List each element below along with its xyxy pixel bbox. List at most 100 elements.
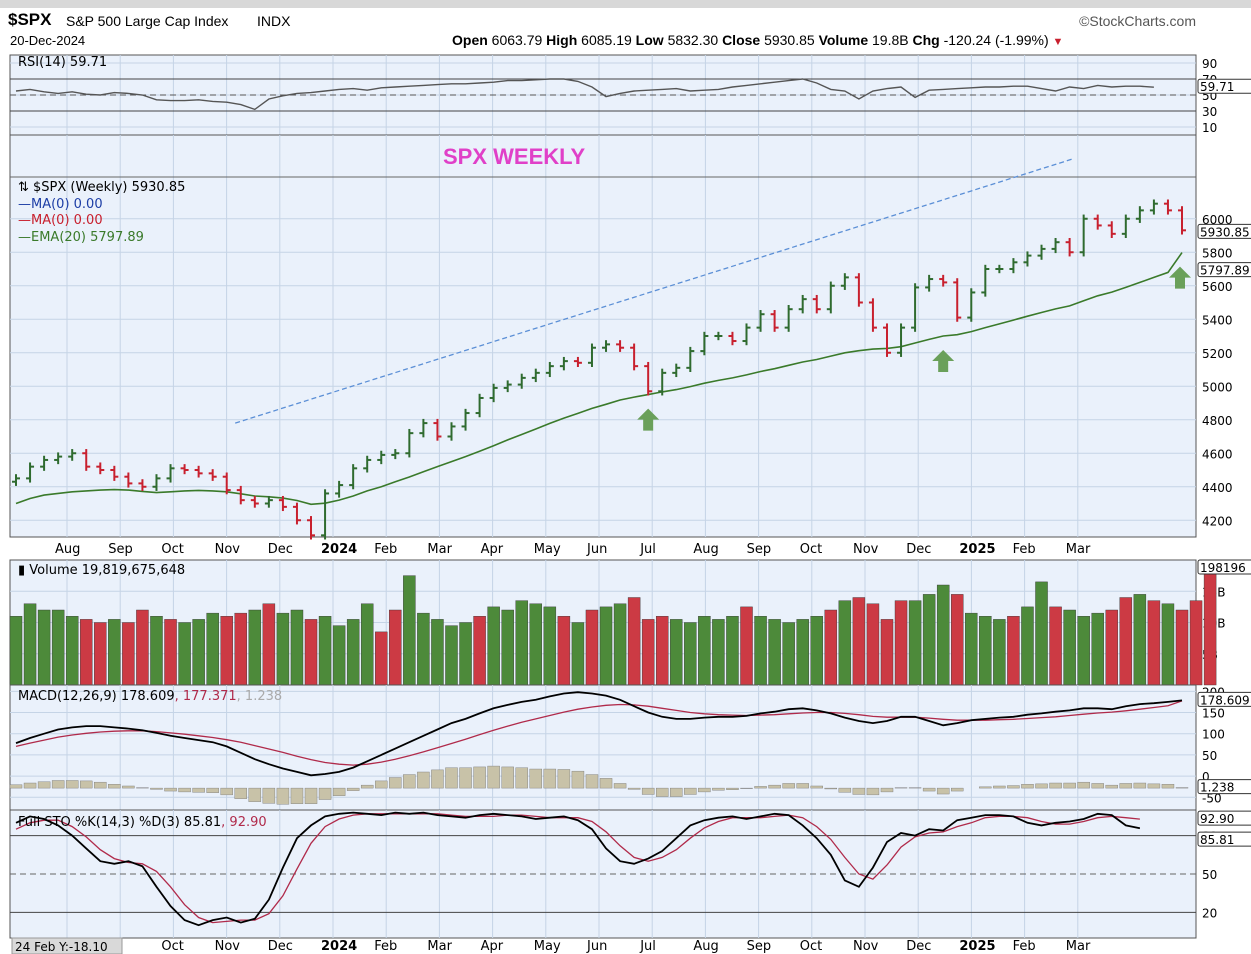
support-arrow-apr-icon bbox=[637, 408, 660, 431]
macd-histogram-bar bbox=[459, 767, 472, 789]
high-value: 6085.19 bbox=[581, 32, 632, 48]
macd-histogram-bar bbox=[571, 770, 585, 789]
volume-bar bbox=[389, 609, 402, 686]
rsi-last-value: 59.71 bbox=[1200, 80, 1234, 94]
price-x-tick-label: Feb bbox=[1013, 542, 1036, 557]
price-x-tick-label: Aug bbox=[693, 542, 718, 557]
macd-histogram-bar bbox=[206, 787, 219, 793]
footer-x-tick-label: Feb bbox=[1013, 939, 1036, 954]
macd-hist-last-value: 1.238 bbox=[1200, 781, 1234, 795]
stochastic-d-last-value: 92.90 bbox=[1200, 812, 1234, 826]
price-x-tick-label: May bbox=[534, 542, 561, 557]
volume-bar bbox=[65, 616, 79, 686]
down-triangle-icon: ▼ bbox=[1052, 36, 1064, 48]
volume-bar bbox=[375, 631, 388, 686]
support-arrow-dec-icon bbox=[1169, 266, 1191, 289]
macd-histogram-bar bbox=[838, 787, 852, 793]
footer-x-tick-label: Mar bbox=[427, 939, 452, 954]
volume-bar bbox=[951, 594, 964, 686]
volume-bar bbox=[431, 619, 444, 686]
macd-histogram-bar bbox=[979, 786, 992, 789]
volume-bar bbox=[1105, 609, 1118, 686]
macd-histogram-bar bbox=[473, 766, 486, 789]
macd-histogram-bar bbox=[599, 778, 613, 789]
macd-histogram-bar bbox=[627, 787, 641, 790]
price-x-tick-label: Nov bbox=[853, 542, 879, 557]
macd-histogram-bar bbox=[515, 767, 528, 789]
footer-x-tick-label: 2025 bbox=[959, 939, 995, 954]
footer-x-tick-label: Dec bbox=[906, 939, 931, 954]
volume-bar bbox=[979, 616, 992, 686]
stochastic-k-last-value-box bbox=[1197, 831, 1251, 847]
price-tick-label: 4800 bbox=[1202, 414, 1233, 428]
volume-bar bbox=[487, 606, 500, 686]
volume-last-value-box bbox=[1197, 559, 1251, 575]
macd-histogram-bar bbox=[37, 781, 51, 789]
volume-bar bbox=[599, 606, 613, 686]
volume-bar bbox=[641, 619, 655, 686]
price-x-tick-label: Feb bbox=[374, 542, 397, 557]
volume-bar bbox=[1091, 612, 1104, 686]
macd-histogram-bar bbox=[1077, 781, 1090, 789]
macd-histogram-bar bbox=[108, 784, 121, 789]
volume-bar bbox=[1203, 561, 1217, 686]
volume-bar bbox=[852, 597, 866, 686]
volume-bar bbox=[1049, 606, 1062, 686]
volume-bars bbox=[9, 561, 1217, 686]
volume-bar bbox=[613, 603, 627, 686]
price-x-tick-label: Oct bbox=[161, 542, 183, 557]
macd-histogram bbox=[9, 765, 1189, 805]
price-panel-frame bbox=[9, 134, 1197, 538]
stochastic-legend: Full STO %K(14,3) %D(3) 85.81, 92.90 bbox=[18, 815, 267, 830]
price-tick-label: 4200 bbox=[1202, 514, 1233, 528]
volume-bar bbox=[290, 609, 304, 686]
volume-bar bbox=[1021, 606, 1034, 686]
macd-histogram-bar bbox=[951, 787, 964, 792]
macd-histogram-bar bbox=[1007, 785, 1020, 789]
volume-bar bbox=[1161, 603, 1175, 686]
macd-histogram-bar bbox=[389, 777, 402, 789]
stochastic-tick-label: 20 bbox=[1202, 906, 1217, 920]
footer-x-tick-label: Dec bbox=[268, 939, 293, 954]
volume-bar bbox=[459, 622, 472, 686]
volume-bar bbox=[585, 609, 599, 686]
volume-bar bbox=[9, 616, 23, 686]
macd-histogram-bar bbox=[375, 780, 388, 789]
volume-bar bbox=[740, 606, 753, 686]
macd-histogram-bar bbox=[922, 787, 936, 792]
open-label: Open bbox=[452, 32, 488, 48]
price-legend-ma1: —MA(0) 0.00 bbox=[18, 197, 103, 212]
macd-histogram-bar bbox=[698, 787, 711, 793]
volume-bar bbox=[1063, 609, 1076, 686]
volume-bar bbox=[346, 619, 360, 686]
footer-x-tick-label: Nov bbox=[215, 939, 241, 954]
macd-histogram-bar bbox=[712, 787, 725, 791]
volume-bar bbox=[894, 600, 908, 686]
macd-histogram-bar bbox=[501, 766, 514, 789]
macd-histogram-bar bbox=[655, 787, 669, 797]
rsi-tick-label: 10 bbox=[1202, 121, 1217, 135]
volume-bar bbox=[1189, 600, 1203, 686]
macd-histogram-bar bbox=[993, 785, 1006, 789]
volume-bar bbox=[417, 612, 430, 686]
price-x-tick-label: Oct bbox=[800, 542, 822, 557]
brand-link[interactable]: ©StockCharts.com bbox=[1079, 13, 1196, 29]
price-x-tick-label: Jul bbox=[639, 542, 656, 557]
footer-x-tick-label: May bbox=[534, 939, 561, 954]
price-legend-symbol: ⇅ $SPX (Weekly) 5930.85 bbox=[18, 180, 185, 195]
close-value: 5930.85 bbox=[764, 32, 815, 48]
support-arrow-sep-icon bbox=[932, 350, 955, 372]
volume-legend: ▮ Volume 19,819,675,648 bbox=[18, 563, 185, 578]
volume-bar bbox=[824, 609, 838, 686]
stochastic-legend-part: Full STO %K(14,3) %D(3) 85.81 bbox=[18, 815, 221, 830]
volume-bar bbox=[515, 600, 528, 686]
volume-label: Volume bbox=[818, 32, 869, 48]
price-last-close-box bbox=[1197, 223, 1251, 239]
exchange-label: INDX bbox=[257, 13, 291, 29]
macd-histogram-bar bbox=[557, 769, 571, 789]
chart-header: $SPX S&P 500 Large Cap Index INDX 20-Dec… bbox=[0, 8, 1251, 50]
volume-bar bbox=[880, 619, 894, 686]
volume-bar bbox=[908, 600, 922, 686]
footer-x-tick-label: Oct bbox=[800, 939, 822, 954]
